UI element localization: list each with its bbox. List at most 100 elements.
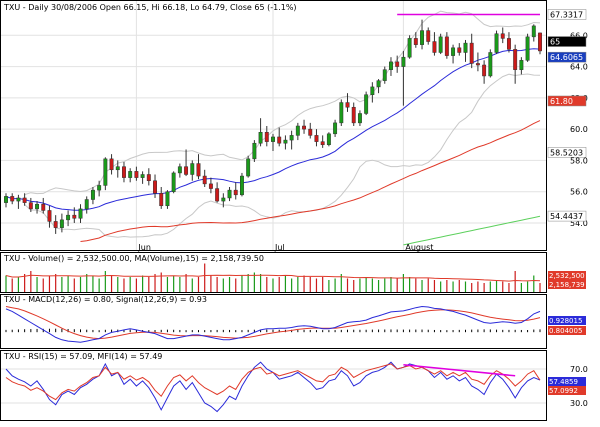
candle-body [122,166,126,178]
candle-body [364,94,369,114]
candle-body [264,132,269,142]
candle-body [258,132,263,144]
candle-body [320,141,325,146]
candle-body [153,180,157,194]
candle-body [469,42,474,64]
candle-body [277,136,282,144]
candle-body [283,139,288,144]
candle-body [4,196,8,203]
rsi-ytick-label: 30.0 [570,399,588,408]
candle-body [146,174,151,181]
candle-body [339,102,344,124]
candle-body [28,202,33,210]
candle-body [395,61,400,67]
macd-marker-label: 0.804005 [549,327,582,335]
price-xtick-label: August [405,243,433,252]
candle-body [382,69,387,81]
candle-body [239,175,244,196]
candle-body [513,49,518,70]
candle-body [500,33,505,39]
candle-body [426,30,431,42]
candle-body [252,142,257,160]
price-ytick-label: 64.0 [570,63,588,72]
price-marker-label: 65 [550,38,560,47]
rsi-marker-box [548,377,586,386]
candle-body [134,171,139,178]
volume-marker-label: 2,158,739 [549,281,585,289]
price-marker-box [547,9,587,20]
price-marker-box [547,51,587,63]
price-xtick-label: Jun [137,243,151,252]
candle-body [494,33,499,53]
candle-body [475,63,480,66]
candle-body [401,56,406,67]
candle-body [302,125,307,130]
candle-body [41,203,46,211]
candle-body [482,64,487,77]
candle-body [78,208,83,219]
candle-body [432,41,437,53]
candle-body [208,183,213,189]
price-marker-box [547,210,587,222]
price-ytick-label: 66.0 [570,31,588,40]
candle-body [115,166,120,171]
candle-body [90,189,95,200]
candle-body [357,113,362,124]
candle-body [376,80,381,88]
candle-body [53,221,58,228]
macd-marker-box [548,326,586,335]
rsi-marker-box [548,386,586,395]
candle-body [22,197,27,203]
candle-body [221,197,226,202]
price-marker-label: 67.3317 [550,10,583,19]
price-panel: TXU - Daily 30/08/2006 Open 66.15, Hi 66… [0,0,588,252]
volume-marker-label: 2,532,500 [549,272,585,280]
candle-body [413,38,418,45]
candle-body [351,106,356,124]
candle-body [140,174,145,178]
candle-body [47,210,52,222]
candle-body [289,135,294,141]
candle-body [35,203,40,210]
volume-ma-line [5,274,541,282]
candle-body [420,30,424,45]
candle-body [389,61,393,70]
candle-body [271,136,275,142]
macd-title: TXU - MACD(12,26) = 0.80, Signal(12,26,9… [3,295,207,304]
volume-panel: TXU - Volume() = 2,532,500.00, MA(Volume… [0,252,586,293]
price-xtick-label: Jul [274,243,285,252]
ma20-line [5,48,541,211]
rsi-panel: TXU - RSI(15) = 57.09, MFI(14) = 57.49 3… [0,350,588,421]
price-marker-label: 61.80 [550,97,573,106]
rsi-title: TXU - RSI(15) = 57.09, MFI(14) = 57.49 [3,352,162,361]
candle-body [333,122,338,135]
ma200-line [403,215,541,246]
rsi-trendline [403,364,516,377]
candle-body [66,214,71,221]
rsi-marker-label: 57.0992 [549,387,578,395]
price-marker-label: 64.6065 [550,53,583,62]
candle-body [345,102,350,108]
price-ytick-label: 54.0 [570,219,588,228]
candle-body [227,189,232,199]
candle-body [202,175,207,185]
candle-body [196,163,201,177]
candle-body [184,166,189,175]
price-ytick-label: 58.0 [570,156,588,165]
candle-body [177,166,182,174]
candle-body [103,158,108,186]
price-title: TXU - Daily 30/08/2006 Open 66.15, Hi 66… [3,3,297,12]
volume-marker-box [548,280,586,289]
candle-body [525,36,530,61]
candle-body [463,42,468,53]
candle-body [488,52,493,77]
ma50-line [80,120,541,242]
candle-body [72,214,77,219]
candle-body [128,171,133,178]
price-ytick-label: 60.0 [570,125,588,134]
macd-marker-box [548,316,586,325]
candle-body [295,125,300,136]
candle-body [246,158,251,177]
rsi-marker-label: 57.4859 [549,378,578,386]
price-marker-box [547,36,587,47]
